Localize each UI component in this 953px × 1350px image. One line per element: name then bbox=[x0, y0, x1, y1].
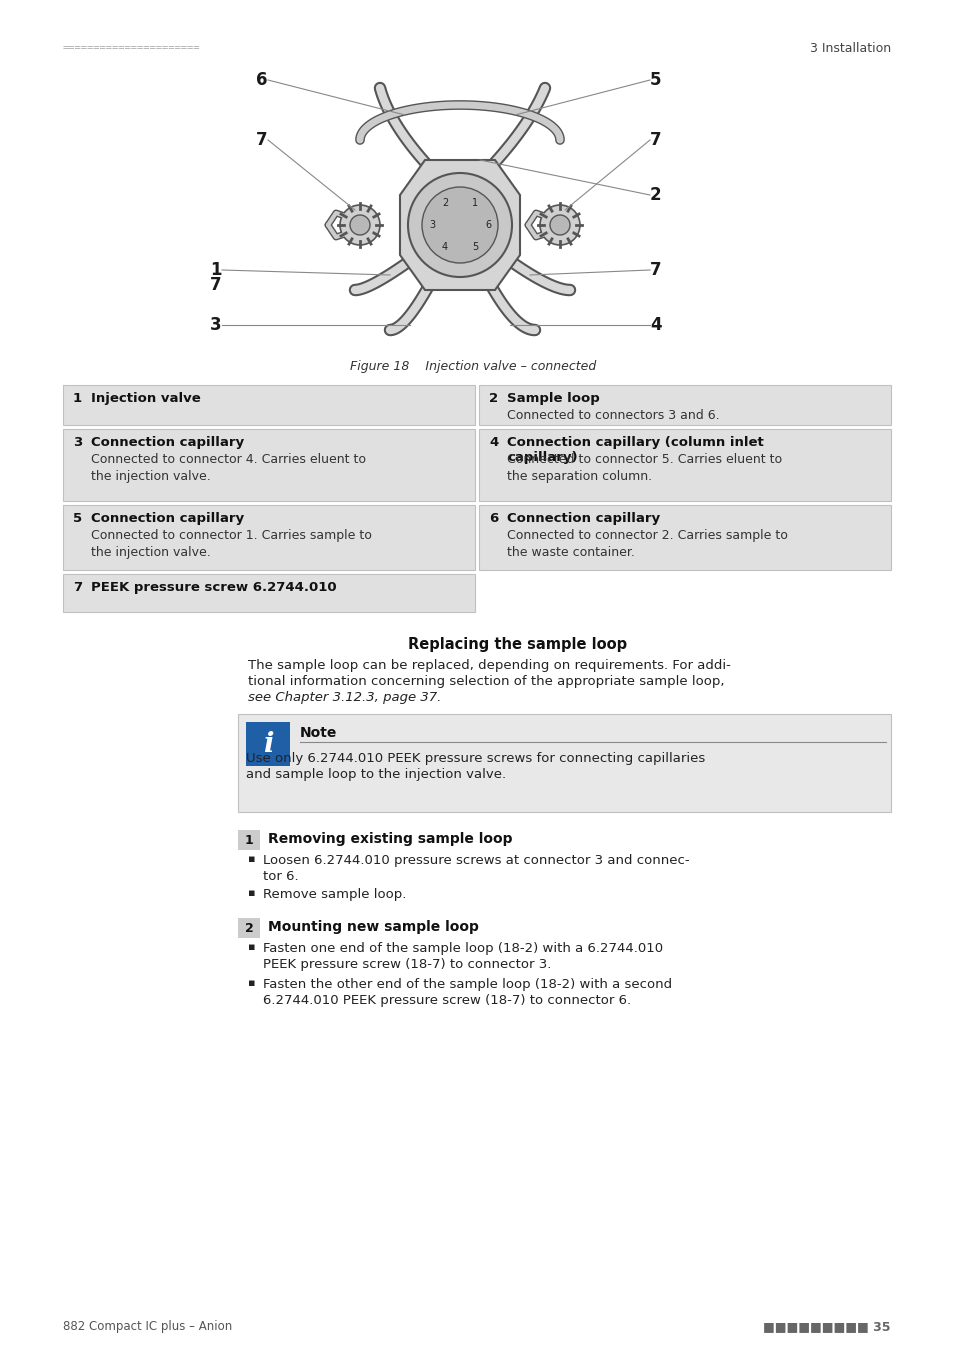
Text: Remove sample loop.: Remove sample loop. bbox=[263, 888, 406, 900]
Bar bbox=[63, 429, 475, 501]
Text: Use only 6.2744.010 PEEK pressure screws for connecting capillaries: Use only 6.2744.010 PEEK pressure screws… bbox=[246, 752, 704, 765]
Text: i: i bbox=[262, 730, 273, 757]
Circle shape bbox=[408, 173, 512, 277]
Text: and sample loop to the injection valve.: and sample loop to the injection valve. bbox=[246, 768, 506, 782]
Text: Removing existing sample loop: Removing existing sample loop bbox=[268, 832, 512, 846]
Text: Connected to connector 4. Carries eluent to
the injection valve.: Connected to connector 4. Carries eluent… bbox=[91, 454, 366, 483]
Bar bbox=[237, 830, 260, 850]
Text: 1: 1 bbox=[73, 392, 82, 405]
Text: 3: 3 bbox=[211, 316, 222, 333]
Text: Fasten one end of the sample loop (18-​2​) with a 6.2744.010: Fasten one end of the sample loop (18-​2… bbox=[263, 942, 662, 954]
Text: 4: 4 bbox=[441, 242, 448, 252]
Text: Replacing the sample loop: Replacing the sample loop bbox=[408, 637, 626, 652]
Text: 2: 2 bbox=[441, 198, 448, 208]
Text: 3: 3 bbox=[429, 220, 435, 230]
Text: ■■■■■■■■■ 35: ■■■■■■■■■ 35 bbox=[762, 1320, 890, 1332]
Circle shape bbox=[550, 215, 569, 235]
Text: ▪: ▪ bbox=[248, 855, 255, 864]
Text: 3: 3 bbox=[73, 436, 82, 450]
Text: 1: 1 bbox=[472, 198, 477, 208]
Text: Loosen 6.2744.010 pressure screws at connector 3 and connec-: Loosen 6.2744.010 pressure screws at con… bbox=[263, 855, 689, 867]
Text: Connection capillary: Connection capillary bbox=[91, 436, 244, 450]
Text: 7: 7 bbox=[649, 131, 661, 148]
Text: Connection capillary (column inlet
capillary): Connection capillary (column inlet capil… bbox=[506, 436, 763, 464]
Text: 7: 7 bbox=[73, 580, 82, 594]
Bar bbox=[237, 918, 260, 938]
Bar bbox=[246, 722, 290, 765]
Bar bbox=[63, 505, 475, 570]
Text: 2: 2 bbox=[649, 186, 661, 204]
Text: 7: 7 bbox=[211, 275, 222, 294]
Text: 6: 6 bbox=[484, 220, 491, 230]
Text: 1: 1 bbox=[211, 261, 222, 279]
Text: 882 Compact IC plus – Anion: 882 Compact IC plus – Anion bbox=[63, 1320, 232, 1332]
Circle shape bbox=[339, 205, 379, 244]
Text: 3 Installation: 3 Installation bbox=[809, 42, 890, 54]
Text: 5: 5 bbox=[472, 242, 477, 252]
Text: PEEK pressure screw (18-​7​) to connector 3.: PEEK pressure screw (18-​7​) to connecto… bbox=[263, 958, 551, 971]
Bar bbox=[478, 385, 890, 425]
Text: ▪: ▪ bbox=[248, 942, 255, 952]
Text: The sample loop can be replaced, depending on requirements. For addi-: The sample loop can be replaced, dependi… bbox=[248, 659, 730, 672]
Text: 5: 5 bbox=[649, 72, 660, 89]
Text: tional information concerning selection of the appropriate sample loop,: tional information concerning selection … bbox=[248, 675, 723, 688]
Bar bbox=[63, 574, 475, 612]
Polygon shape bbox=[399, 161, 519, 290]
Circle shape bbox=[539, 205, 579, 244]
Text: Connection capillary: Connection capillary bbox=[506, 512, 659, 525]
Text: 7: 7 bbox=[649, 261, 661, 279]
Text: Connected to connector 2. Carries sample to
the waste container.: Connected to connector 2. Carries sample… bbox=[506, 529, 787, 559]
Text: 2: 2 bbox=[244, 922, 253, 934]
Text: Connected to connectors 3 and 6.: Connected to connectors 3 and 6. bbox=[506, 409, 719, 423]
Text: 1: 1 bbox=[244, 833, 253, 846]
Text: 4: 4 bbox=[489, 436, 497, 450]
Text: ▪: ▪ bbox=[248, 977, 255, 988]
Text: Sample loop: Sample loop bbox=[506, 392, 599, 405]
Text: tor 6.: tor 6. bbox=[263, 869, 298, 883]
Bar bbox=[478, 429, 890, 501]
Text: 6.2744.010 PEEK pressure screw (18-​7​) to connector 6.: 6.2744.010 PEEK pressure screw (18-​7​) … bbox=[263, 994, 631, 1007]
Text: 7: 7 bbox=[256, 131, 268, 148]
Text: PEEK pressure screw 6.2744.010: PEEK pressure screw 6.2744.010 bbox=[91, 580, 336, 594]
Text: 6: 6 bbox=[489, 512, 497, 525]
Text: 5: 5 bbox=[73, 512, 82, 525]
Text: Figure 18    Injection valve – connected: Figure 18 Injection valve – connected bbox=[350, 360, 596, 373]
Text: Fasten the other end of the sample loop (18-​2​) with a second: Fasten the other end of the sample loop … bbox=[263, 977, 672, 991]
Bar bbox=[63, 385, 475, 425]
Text: Mounting new sample loop: Mounting new sample loop bbox=[268, 919, 478, 934]
Text: ▪: ▪ bbox=[248, 888, 255, 898]
Text: 2: 2 bbox=[489, 392, 497, 405]
Text: ======================: ====================== bbox=[63, 43, 200, 53]
Text: Injection valve: Injection valve bbox=[91, 392, 200, 405]
Text: Connected to connector 5. Carries eluent to
the separation column.: Connected to connector 5. Carries eluent… bbox=[506, 454, 781, 483]
Text: see Chapter 3.12.3, page 37.: see Chapter 3.12.3, page 37. bbox=[248, 691, 441, 703]
Circle shape bbox=[421, 188, 497, 263]
Bar bbox=[237, 714, 890, 811]
Text: 4: 4 bbox=[649, 316, 661, 333]
Text: Connected to connector 1. Carries sample to
the injection valve.: Connected to connector 1. Carries sample… bbox=[91, 529, 372, 559]
Bar bbox=[478, 505, 890, 570]
Circle shape bbox=[350, 215, 370, 235]
Text: Connection capillary: Connection capillary bbox=[91, 512, 244, 525]
Text: 6: 6 bbox=[256, 72, 268, 89]
Text: Note: Note bbox=[299, 726, 337, 740]
